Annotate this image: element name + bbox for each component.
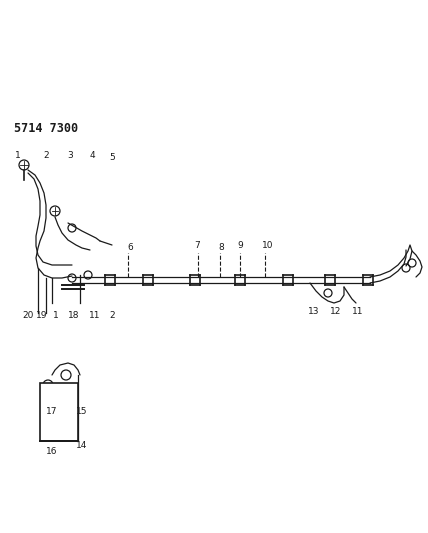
Text: 4: 4 xyxy=(89,150,95,159)
Text: 15: 15 xyxy=(76,407,88,416)
Text: 18: 18 xyxy=(68,311,80,319)
Text: 7: 7 xyxy=(194,240,200,249)
Text: 8: 8 xyxy=(218,244,224,253)
Text: 16: 16 xyxy=(46,447,58,456)
Text: 5714 7300: 5714 7300 xyxy=(14,122,78,135)
Text: 2: 2 xyxy=(109,311,115,319)
Text: 2: 2 xyxy=(43,150,49,159)
Text: 1: 1 xyxy=(15,150,21,159)
Text: 9: 9 xyxy=(237,241,243,251)
Text: 19: 19 xyxy=(36,311,48,319)
Text: 10: 10 xyxy=(262,241,274,251)
Text: 17: 17 xyxy=(46,407,58,416)
Text: 20: 20 xyxy=(22,311,34,319)
Text: 13: 13 xyxy=(308,306,320,316)
Text: 6: 6 xyxy=(127,243,133,252)
Text: 11: 11 xyxy=(89,311,101,319)
Bar xyxy=(40,383,78,441)
Text: 3: 3 xyxy=(67,150,73,159)
Text: 11: 11 xyxy=(352,306,364,316)
Text: 5: 5 xyxy=(109,154,115,163)
Text: 12: 12 xyxy=(330,306,342,316)
Text: 14: 14 xyxy=(76,440,88,449)
Text: 1: 1 xyxy=(53,311,59,319)
